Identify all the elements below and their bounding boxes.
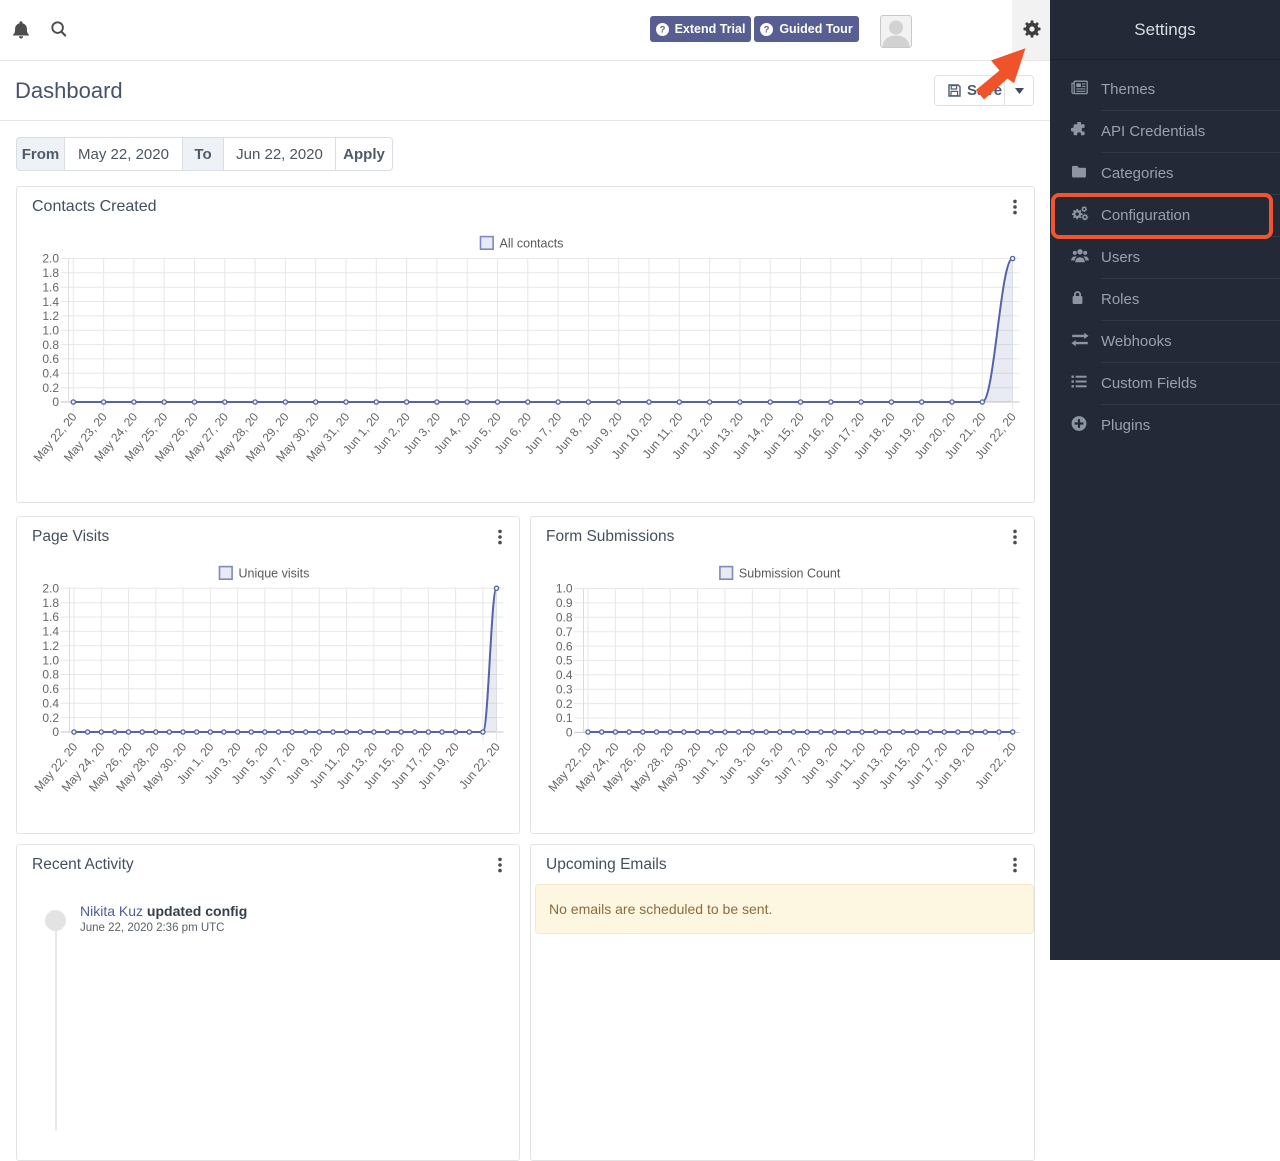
svg-text:1.4: 1.4 [42, 625, 59, 639]
svg-text:1.8: 1.8 [42, 266, 59, 280]
svg-text:1.6: 1.6 [42, 280, 59, 294]
svg-text:?: ? [659, 24, 665, 35]
svg-text:0.6: 0.6 [42, 352, 59, 366]
svg-text:All contacts: All contacts [500, 236, 564, 250]
svg-text:Jun 22, 20: Jun 22, 20 [456, 740, 503, 792]
svg-text:1.6: 1.6 [42, 610, 59, 624]
svg-text:1.2: 1.2 [42, 639, 59, 653]
svg-text:1.2: 1.2 [42, 309, 59, 323]
svg-text:0.2: 0.2 [42, 711, 59, 725]
svg-text:1.0: 1.0 [556, 582, 573, 596]
svg-text:1.0: 1.0 [42, 653, 59, 667]
svg-text:0.4: 0.4 [42, 697, 59, 711]
svg-text:?: ? [764, 24, 770, 35]
svg-text:Unique visits: Unique visits [239, 566, 310, 580]
svg-text:0.3: 0.3 [556, 682, 573, 696]
svg-text:0.4: 0.4 [556, 668, 573, 682]
svg-text:0.7: 0.7 [556, 625, 573, 639]
svg-text:0: 0 [566, 726, 573, 740]
svg-text:Jun 22, 20: Jun 22, 20 [972, 740, 1019, 792]
svg-text:0.9: 0.9 [556, 596, 573, 610]
svg-text:0: 0 [52, 395, 59, 409]
svg-text:0.6: 0.6 [556, 639, 573, 653]
svg-text:0.8: 0.8 [42, 668, 59, 682]
svg-text:0.8: 0.8 [556, 611, 573, 625]
svg-text:2.0: 2.0 [42, 252, 59, 266]
svg-text:1.8: 1.8 [42, 596, 59, 610]
svg-text:0.2: 0.2 [556, 697, 573, 711]
svg-text:0.8: 0.8 [42, 338, 59, 352]
svg-text:0.2: 0.2 [42, 381, 59, 395]
svg-text:1.4: 1.4 [42, 295, 59, 309]
svg-text:0.4: 0.4 [42, 367, 59, 381]
svg-text:2.0: 2.0 [42, 582, 59, 596]
svg-text:0.6: 0.6 [42, 682, 59, 696]
svg-text:1.0: 1.0 [42, 323, 59, 337]
svg-text:0.5: 0.5 [556, 654, 573, 668]
svg-text:Submission Count: Submission Count [739, 566, 841, 580]
svg-text:0.1: 0.1 [556, 711, 573, 725]
svg-text:0: 0 [52, 725, 59, 739]
